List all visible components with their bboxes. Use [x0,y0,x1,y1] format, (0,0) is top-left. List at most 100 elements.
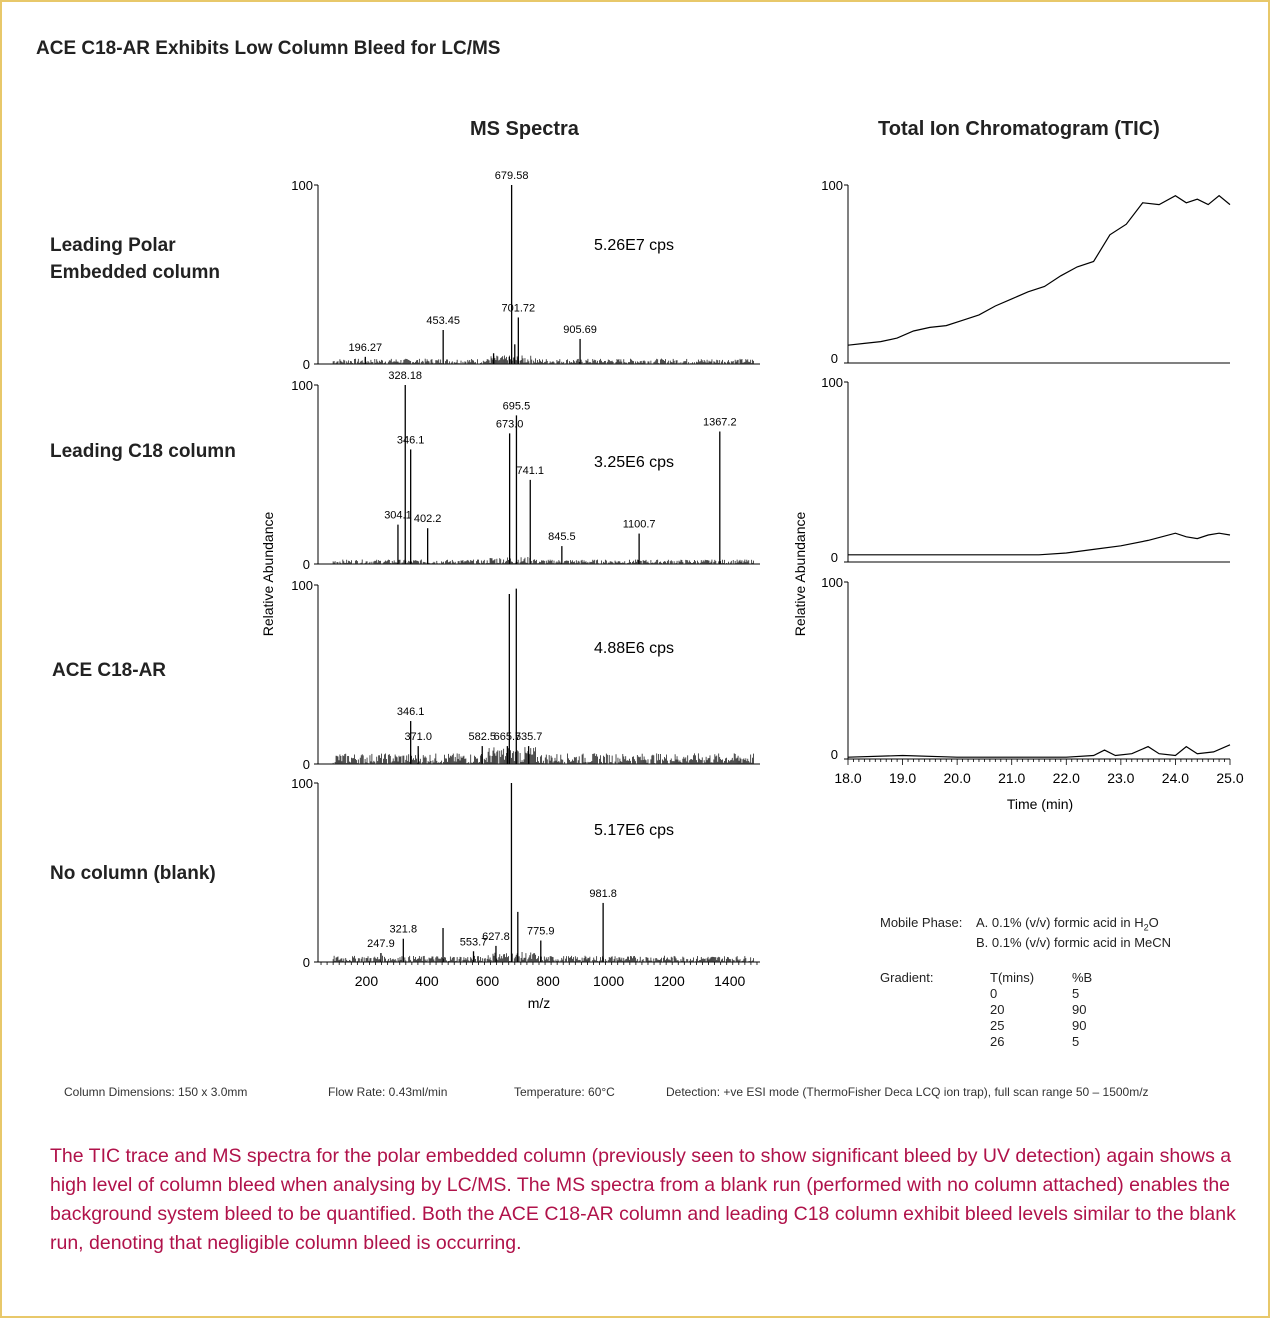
peak-label: 582.5 [468,731,496,743]
row-label-polar: Leading Polar Embedded column [50,232,220,286]
y-tick-label: 100 [821,178,843,193]
gradient-cell: 25 [990,1018,1005,1033]
x-tick-label: 19.0 [889,770,916,786]
description: The TIC trace and MS spectra for the pol… [50,1145,1236,1254]
ms-spectra-title: MS Spectra [470,118,579,140]
y-tick-label: 0 [303,557,310,572]
y-tick-label: 0 [303,357,310,372]
gradient-cell: 26 [990,1034,1005,1049]
mobile-phase-label: Mobile Phase: [880,915,963,930]
peak-label: 981.8 [589,888,617,900]
peak-label: 346.1 [397,706,425,718]
y-axis-label: Relative Abundance [792,512,808,637]
y-tick-label: 0 [831,747,838,762]
row-label-c18: Leading C18 column [50,438,236,465]
y-tick-label: 0 [831,550,838,565]
x-tick-label: 800 [536,973,560,989]
x-tick-label: 1400 [714,973,745,989]
condition-flow: Flow Rate: 0.43ml/min [328,1085,448,1099]
x-tick-label: 22.0 [1053,770,1080,786]
peak-label: 701.72 [502,302,536,314]
mobile-phase-a-suffix: O [1148,915,1159,930]
row-label-ace: ACE C18-AR [52,657,166,684]
peak-label: 196.27 [348,342,382,354]
y-tick-label: 0 [303,757,310,772]
gradient-time-column: T(mins) 0 20 25 26 [990,970,1034,1050]
peak-label: 321.8 [390,924,418,936]
peak-label: 247.9 [367,938,395,950]
mobile-phase-a: A. 0.1% (v/v) formic acid in H2O [976,915,1159,933]
gradient-cell: 20 [990,1002,1005,1017]
y-tick-label: 100 [821,375,843,390]
tic-series-line [848,532,1231,556]
x-tick-label: 21.0 [998,770,1025,786]
gradient-label: Gradient: [880,970,934,985]
x-tick-label: 1200 [654,973,685,989]
peak-label: 845.5 [548,531,576,543]
y-tick-label: 0 [831,351,838,366]
row-label-line: No column (blank) [50,863,216,884]
y-tick-label: 100 [821,575,843,590]
peak-label: 665.5 [494,731,522,743]
peak-label: 453.45 [426,315,460,327]
mobile-phase-a-text: A. 0.1% (v/v) formic acid in H [976,915,1144,930]
y-tick-label: 100 [291,578,313,593]
gradient-cell: 5 [1072,1034,1080,1049]
condition-detection: Detection: +ve ESI mode (ThermoFisher De… [666,1085,1149,1099]
gradient-header-percent: %B [1072,970,1093,985]
x-tick-label: 25.0 [1216,770,1243,786]
gradient-cell: 90 [1072,1018,1087,1033]
row-label-line: ACE C18-AR [52,660,167,681]
gradient-percent-column: %B 5 90 90 5 [1072,970,1092,1050]
row-label-line: Leading Polar [50,235,176,256]
peak-label: 346.1 [397,434,425,446]
cps-label: 5.26E7 cps [594,237,674,254]
tic-series-line [847,744,1231,758]
condition-column: Column Dimensions: 150 x 3.0mm [64,1085,248,1099]
x-tick-label: 23.0 [1107,770,1134,786]
y-axis-label: Relative Abundance [260,512,276,637]
row-label-blank: No column (blank) [50,860,216,887]
x-axis-label: Time (min) [1007,796,1073,812]
peak-label: 905.69 [563,324,597,336]
y-tick-label: 100 [291,776,313,791]
cps-label: 4.88E6 cps [594,640,674,657]
gradient-cell: 0 [990,986,998,1001]
x-axis-label: m/z [528,995,551,1011]
gradient-cell: 5 [1072,986,1080,1001]
x-tick-label: 600 [476,973,500,989]
peak-label: 402.2 [414,513,442,525]
mobile-phase-a-sub: 2 [1143,922,1149,933]
peak-label: 775.9 [527,926,555,938]
peak-label: 735.7 [515,731,543,743]
x-tick-label: 20.0 [944,770,971,786]
y-tick-label: 0 [303,955,310,970]
row-label-line: Leading C18 column [50,441,236,462]
tic-title: Total Ion Chromatogram (TIC) [878,118,1160,140]
peak-label: 304.1 [384,510,412,522]
x-tick-label: 400 [415,973,439,989]
x-tick-label: 18.0 [834,770,861,786]
peak-label: 1100.7 [623,519,656,531]
condition-temperature: Temperature: 60°C [514,1085,615,1099]
peak-label: 328.18 [388,370,422,382]
peak-label: 679.58 [495,170,529,182]
gradient-header-time: T(mins) [990,970,1035,985]
peak-label: 553.7 [460,936,488,948]
x-tick-label: 24.0 [1162,770,1189,786]
cps-label: 3.25E6 cps [594,454,674,471]
figure-title: ACE C18-AR Exhibits Low Column Bleed for… [36,38,501,59]
peak-label: 695.5 [503,400,531,412]
peak-label: 627.8 [482,931,510,943]
peak-label: 1367.2 [703,417,737,429]
gradient-cell: 90 [1072,1002,1087,1017]
y-tick-label: 100 [291,178,313,193]
tic-series-line [847,194,1231,346]
mobile-phase-b: B. 0.1% (v/v) formic acid in MeCN [976,935,1172,950]
peak-label: 673.0 [496,418,524,430]
peak-label: 371.0 [404,731,432,743]
row-label-line: Embedded column [50,262,220,283]
x-tick-label: 200 [355,973,379,989]
